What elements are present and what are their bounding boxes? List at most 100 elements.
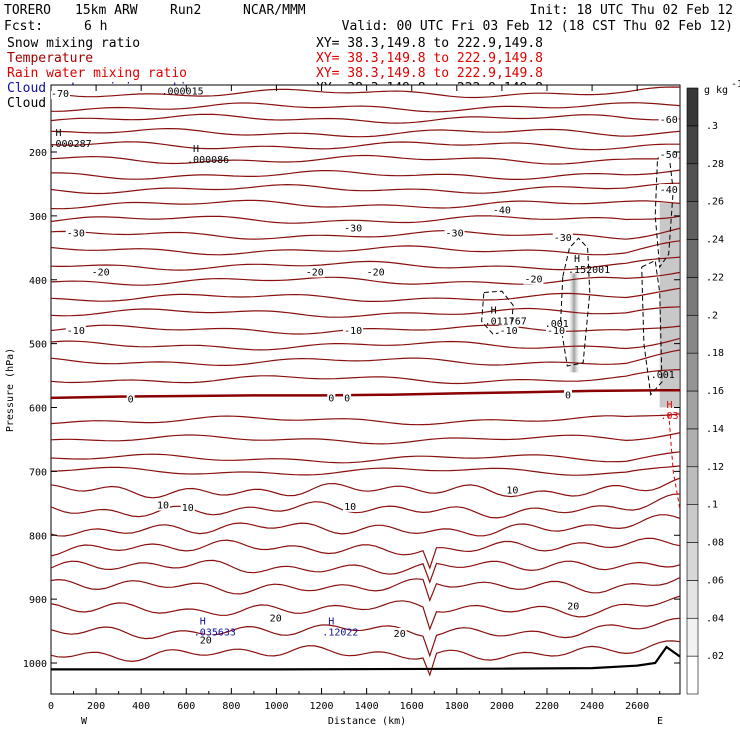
isotherm-label: -20	[524, 274, 542, 285]
colorbar-bin	[686, 125, 699, 165]
isotherm-line	[51, 324, 680, 335]
maximum-marker: H	[574, 254, 580, 265]
maximum-marker: H	[193, 144, 199, 155]
contour-label-bg	[552, 231, 573, 243]
x-tick-label: 1200	[309, 701, 333, 712]
isotherm-line	[51, 349, 680, 366]
x-tick-label: 1400	[355, 701, 379, 712]
isotherm-line	[51, 537, 680, 570]
y-tick-label: 800	[29, 531, 47, 542]
contour-label-bg	[505, 484, 520, 496]
colorbar-bin	[686, 239, 699, 278]
isotherm-label: -30	[446, 228, 464, 239]
field-xy: XY= 38.3,149.8 to 222.9,149.8	[316, 36, 543, 51]
isotherm-line	[51, 559, 680, 584]
contour-label-bg	[491, 204, 512, 216]
maximum-value: .035633	[194, 628, 236, 639]
isotherm-line	[51, 369, 680, 385]
colorbar-bin	[686, 201, 699, 240]
isotherm-line	[51, 169, 680, 180]
forecast-label: Fcst:	[4, 19, 43, 34]
isotherm-line	[51, 154, 680, 165]
colorbar-label: .1	[706, 500, 718, 511]
snow-contour	[481, 290, 514, 335]
isotherm-label: 10	[344, 502, 356, 513]
isotherm-label: 0	[128, 395, 134, 406]
isotherm-label: -30	[344, 223, 362, 234]
isotherm-label: 10	[506, 485, 518, 496]
x-tick-label: 2200	[535, 701, 559, 712]
colorbar-label: .08	[706, 538, 724, 549]
isotherm-label: -50	[660, 150, 678, 161]
colorbar-bin	[686, 617, 699, 657]
field-xy: XY= 38.3,149.8 to 222.9,149.8	[316, 51, 543, 66]
colorbar-label: .26	[706, 197, 724, 208]
model-resolution: 15km ARW	[75, 3, 138, 18]
x-axis-title: Distance (km)	[328, 716, 406, 727]
contour-label-bg	[566, 600, 581, 612]
isotherm-label: 10	[182, 503, 194, 514]
colorbar-label: .24	[706, 235, 724, 246]
colorbar-label: .28	[706, 159, 724, 170]
field-name: Rain water mixing ratio	[7, 66, 187, 81]
forecast-hour: 6 h	[84, 19, 107, 34]
contour-label-bg	[155, 499, 170, 511]
y-tick-label: 300	[29, 212, 47, 223]
contour-label-bg	[327, 392, 336, 404]
isotherm-line	[51, 271, 680, 286]
colorbar-bin	[686, 655, 699, 695]
isotherm-label: -20	[367, 267, 385, 278]
snow-shading	[659, 203, 680, 408]
plot-frame	[50, 84, 681, 695]
contour-label-bg	[65, 227, 86, 239]
contour-label-bg	[180, 502, 195, 514]
isotherm-label: -20	[92, 267, 110, 278]
contour-label-bg	[365, 266, 386, 278]
colorbar-label: .02	[706, 651, 724, 662]
isotherm-label: 20	[200, 635, 212, 646]
x-tick-label: 1800	[445, 701, 469, 712]
maximum-value: .011767	[485, 317, 527, 328]
isotherm-label: -40	[493, 205, 511, 216]
isotherm-line	[51, 306, 680, 318]
model-org: NCAR/MMM	[243, 3, 306, 18]
west-label: W	[81, 716, 88, 727]
colorbar: .02 .04 .06 .08 .1 .12 .14 .16 .18 .2 .22 .24 .26 .28…	[686, 79, 740, 695]
contour-label-bg	[90, 266, 111, 278]
terrain-line	[51, 645, 680, 671]
isotherm-label: -40	[660, 185, 678, 196]
colorbar-bin	[686, 466, 699, 505]
snow-contour	[559, 237, 591, 367]
isotherm-label: 20	[567, 602, 579, 613]
plot-area: -70 -60 -50 -40 -40 -30 -30 -30 -30 -20 -20 -20 -20 -…	[51, 86, 680, 677]
isotherm-label: -60	[660, 115, 678, 126]
field-name: Snow mixing ratio	[7, 36, 140, 51]
contour-label-bg	[498, 325, 519, 337]
contour-label-bg	[444, 227, 465, 239]
isotherm-label: 20	[394, 629, 406, 640]
contour-value-label: .001	[545, 319, 569, 330]
isotherm-line	[51, 141, 680, 151]
x-tick-label: 2400	[580, 701, 604, 712]
isotherm-line	[51, 113, 680, 124]
isotherm-line	[51, 102, 680, 113]
isotherm-line	[51, 215, 680, 224]
isotherm-line	[51, 182, 680, 195]
isotherm-line	[51, 227, 680, 240]
isotherm-line	[51, 432, 680, 445]
isotherm-label: -10	[67, 326, 85, 337]
isotherm-line	[51, 451, 680, 464]
isotherm-line	[51, 595, 680, 631]
contour-label-bg	[198, 634, 213, 646]
colorbar-label: .14	[706, 424, 724, 435]
colorbar-bin	[686, 580, 699, 619]
contour-label-bg	[343, 222, 364, 234]
colorbar-label: .3	[706, 121, 718, 132]
axes: 0 200 400 600 800 1000 1200 1400 1600 1800 2000 220…	[23, 85, 680, 712]
isotherm-line	[51, 128, 680, 138]
isotherm-label: -30	[554, 233, 572, 244]
x-tick-label: 200	[87, 701, 105, 712]
isotherm-line	[51, 199, 680, 210]
isotherm-label: 0	[344, 393, 350, 404]
